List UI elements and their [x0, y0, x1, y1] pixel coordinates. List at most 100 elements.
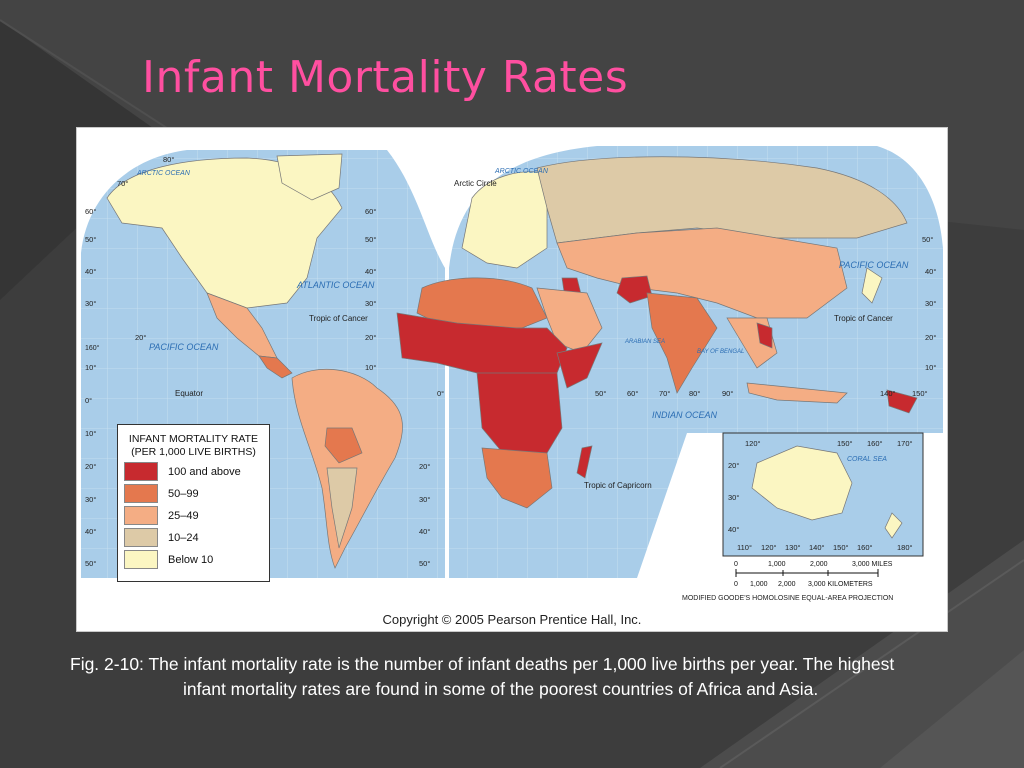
- scale-mile-tick: 2,000: [810, 561, 828, 568]
- lat-label: 40°: [925, 267, 936, 276]
- region-southern-cone: [326, 467, 358, 549]
- lat-label: 20°: [85, 462, 96, 471]
- lat-label: 20°: [419, 462, 430, 471]
- lat-label: 30°: [419, 495, 430, 504]
- legend-row: Below 10: [124, 550, 263, 569]
- scale-bar-graphic: 0 1,000 2,000 3,000 MILES 0 1,000 2,000 …: [734, 561, 893, 588]
- legend-swatch: [124, 462, 158, 481]
- region-australia: [751, 445, 853, 521]
- label-coral-sea: CORAL SEA: [847, 456, 887, 463]
- label-tropic-cancer-left: Tropic of Cancer: [309, 314, 368, 323]
- inset-labels: 120° 150° 160° 170° 20° 30° 40° 110° 120…: [728, 439, 913, 552]
- label-arctic-ocean-left: ARCTIC OCEAN: [136, 170, 191, 177]
- inset-lon-top: 120°: [745, 439, 761, 448]
- map-legend: INFANT MORTALITY RATE (PER 1,000 LIVE BI…: [117, 424, 270, 582]
- label-tropic-cancer-right: Tropic of Cancer: [834, 314, 893, 323]
- region-central-america: [258, 355, 293, 379]
- legend-swatch: [124, 484, 158, 503]
- label-arabian-sea: ARABIAN SEA: [624, 339, 665, 345]
- label-atlantic-ocean: ATLANTIC OCEAN: [296, 280, 375, 290]
- region-bolivia: [324, 427, 363, 464]
- region-afghanistan: [616, 275, 653, 304]
- region-indonesia: [746, 382, 848, 404]
- lat-label: 80°: [163, 155, 174, 164]
- lat-label: 40°: [419, 527, 430, 536]
- scale-mile-tick: 3,000 MILES: [852, 561, 893, 568]
- label-tropic-capricorn: Tropic of Capricorn: [584, 481, 652, 490]
- scale-bar: 0 1,000 2,000 3,000 MILES 0 1,000 2,000 …: [728, 558, 943, 606]
- scale-km-tick: 1,000: [750, 581, 768, 588]
- legend-title: INFANT MORTALITY RATE: [128, 433, 259, 445]
- lat-label: 30°: [365, 299, 376, 308]
- lat-label: 10°: [925, 363, 936, 372]
- inset-lon: 160°: [857, 543, 873, 552]
- inset-lon: 140°: [809, 543, 825, 552]
- lon-label: 80°: [689, 389, 700, 398]
- lat-label: 70°: [117, 179, 128, 188]
- lon-label: 150°: [912, 389, 928, 398]
- lat-label: 50°: [365, 235, 376, 244]
- figure-caption: Fig. 2-10: The infant mortality rate is …: [70, 654, 895, 699]
- region-southern-africa: [481, 447, 553, 509]
- inset-lon-top: 150°: [837, 439, 853, 448]
- region-papua-new-guinea: [886, 389, 918, 414]
- region-south-asia: [646, 292, 718, 394]
- slide-title: Infant Mortality Rates: [142, 52, 629, 103]
- lon-label: 90°: [722, 389, 733, 398]
- label-arctic-ocean-right: ARCTIC OCEAN: [494, 168, 549, 175]
- lat-label: 50°: [85, 235, 96, 244]
- lon-label: 70°: [659, 389, 670, 398]
- region-madagascar: [576, 445, 593, 479]
- scale-mile-tick: 0: [734, 561, 738, 568]
- lat-label: 10°: [85, 429, 96, 438]
- lat-label: 40°: [365, 267, 376, 276]
- inset-lon: 110°: [737, 543, 752, 552]
- legend-swatch: [124, 506, 158, 525]
- region-central-asia: [556, 227, 848, 319]
- lat-label: 60°: [365, 207, 376, 216]
- inset-lon: 130°: [785, 543, 801, 552]
- lat-label: 50°: [922, 235, 933, 244]
- label-bay-of-bengal: BAY OF BENGAL: [697, 349, 744, 355]
- lon-label: 60°: [627, 389, 638, 398]
- legend-label: 25–49: [168, 509, 199, 522]
- inset-lon-top: 170°: [897, 439, 913, 448]
- legend-row: 25–49: [124, 506, 263, 525]
- region-laos: [756, 322, 773, 349]
- legend-label: 100 and above: [168, 465, 241, 478]
- lat-labels-left: 80° 70° 60° 50° 40° 30° 20° 10° 0° 10° 2…: [85, 155, 174, 568]
- label-160: 160°: [85, 344, 100, 352]
- lon-label: 0°: [437, 389, 444, 398]
- lat-label: 30°: [85, 299, 96, 308]
- region-europe: [461, 171, 548, 269]
- lat-label: 40°: [85, 527, 96, 536]
- legend-label: 10–24: [168, 531, 199, 544]
- lat-label: 30°: [925, 299, 936, 308]
- lat-label: 0°: [85, 396, 92, 405]
- lat-label: 20°: [135, 333, 146, 342]
- lat-label: 10°: [85, 363, 96, 372]
- lat-label: 20°: [365, 333, 376, 342]
- label-projection: MODIFIED GOODE'S HOMOLOSINE EQUAL-AREA P…: [682, 595, 893, 602]
- scale-mile-tick: 1,000: [768, 561, 786, 568]
- legend-subtitle: (PER 1,000 LIVE BIRTHS): [131, 446, 256, 458]
- lat-label: 10°: [365, 363, 376, 372]
- legend-row: 100 and above: [124, 462, 263, 481]
- lon-label: 140°: [880, 389, 896, 398]
- inset-lon-top: 160°: [867, 439, 883, 448]
- legend-row: 50–99: [124, 484, 263, 503]
- legend-label: Below 10: [168, 553, 214, 566]
- lat-label: 50°: [85, 559, 96, 568]
- lat-label: 30°: [85, 495, 96, 504]
- lon-labels: 0° 50° 60° 70° 80° 90° 140° 150°: [437, 389, 928, 398]
- label-pacific-ocean-right: PACIFIC OCEAN: [839, 260, 909, 270]
- lat-labels-mid: 60° 50° 40° 30° 20° 10° 20° 30° 40° 50°: [365, 207, 430, 568]
- scale-km-tick: 3,000 KILOMETERS: [808, 581, 873, 588]
- inset-lat: 20°: [728, 461, 739, 470]
- map-figure: ARCTIC OCEAN ARCTIC OCEAN Arctic Circle …: [76, 127, 948, 632]
- label-indian-ocean: INDIAN OCEAN: [652, 410, 718, 420]
- region-japan: [861, 267, 883, 304]
- legend-rows: 100 and above 50–99 25–49 10–24 Below 10: [124, 462, 263, 569]
- lat-label: 60°: [85, 207, 96, 216]
- lat-label: 20°: [925, 333, 936, 342]
